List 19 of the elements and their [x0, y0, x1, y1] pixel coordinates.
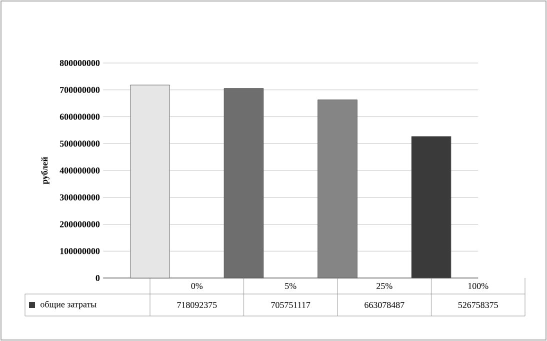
- y-tick-label: 600000000: [60, 114, 100, 120]
- data-label: 705751117: [271, 302, 310, 308]
- x-tick-label: 100%: [468, 282, 488, 290]
- y-tick-label: 500000000: [60, 140, 100, 147]
- x-tick-label: 0%: [191, 282, 203, 290]
- data-label: 663078487: [364, 302, 404, 308]
- data-label: 718092375: [177, 302, 217, 308]
- y-tick-label: 800000000: [60, 60, 100, 66]
- y-tick-label: 100000000: [60, 248, 100, 254]
- x-tick-label: 25%: [376, 282, 392, 290]
- x-tick-label: 5%: [285, 282, 296, 290]
- y-tick-label: 700000000: [60, 86, 100, 93]
- y-tick-label: 0: [96, 274, 100, 282]
- data-label: 526758375: [458, 302, 498, 308]
- y-tick-label: 400000000: [60, 167, 100, 174]
- legend-label: общие затраты: [40, 300, 96, 310]
- y-axis-title: рублей: [41, 156, 50, 184]
- y-tick-label: 200000000: [60, 221, 100, 228]
- y-tick-label: 300000000: [60, 194, 100, 200]
